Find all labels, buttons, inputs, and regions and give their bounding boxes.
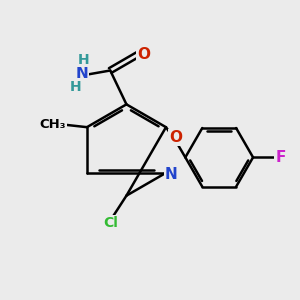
- Text: F: F: [275, 150, 286, 165]
- Text: Cl: Cl: [103, 216, 118, 230]
- Text: H: H: [78, 52, 90, 67]
- Text: CH₃: CH₃: [40, 118, 66, 131]
- Text: N: N: [76, 66, 89, 81]
- Text: N: N: [164, 167, 177, 182]
- Text: H: H: [70, 80, 82, 94]
- Text: O: O: [169, 130, 182, 145]
- Text: O: O: [137, 47, 150, 62]
